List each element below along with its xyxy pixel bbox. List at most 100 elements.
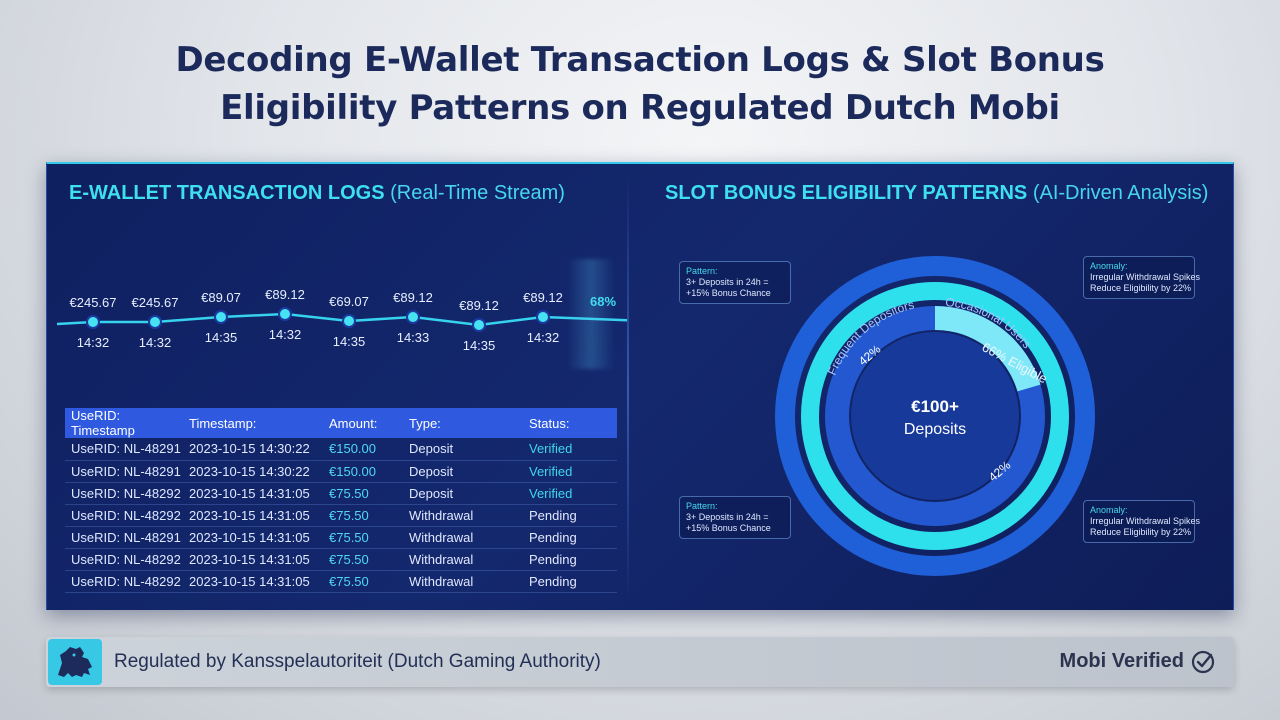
transaction-table: UseRID: Timestamp Timestamp: Amount: Typ… — [65, 408, 617, 593]
stream-value-label: €245.67 — [132, 295, 179, 310]
eligible-segment — [934, 305, 1041, 392]
table-row: UseRID: NL-48291 2023-10-15 14:31:05 €75.5… — [65, 526, 617, 549]
cell-status: Pending — [523, 504, 617, 527]
cell-status: Verified — [523, 482, 617, 505]
panel-divider — [627, 174, 629, 604]
stream-time-label: 14:35 — [205, 330, 238, 345]
cell-timestamp: 2023-10-15 14:30:22 — [183, 460, 323, 483]
callout-title: Pattern: — [686, 266, 718, 276]
column-header-status: Status: — [523, 408, 617, 438]
anomaly-callout-top: Anomaly: Irregular Withdrawal Spikes Red… — [1083, 256, 1201, 299]
lion-crest-icon — [48, 639, 102, 685]
transaction-logs-subtitle: (Real-Time Stream) — [390, 182, 565, 204]
stream-time-label: 14:32 — [139, 335, 172, 350]
stream-time-label: 14:32 — [269, 327, 302, 342]
pattern-callout-top: Pattern: 3+ Deposits in 24h = +15% Bonus… — [679, 261, 791, 304]
middle-ring — [801, 282, 1069, 550]
callout-line: Irregular Withdrawal Spikes — [1090, 272, 1201, 282]
callout-line: 3+ Deposits in 24h = — [686, 512, 769, 522]
stream-point — [342, 314, 356, 328]
cell-type: Deposit — [403, 438, 523, 461]
table-row: UseRID: NL-48291 2023-10-15 14:30:22 €150.… — [65, 438, 617, 461]
cell-amount: €75.50 — [323, 526, 403, 549]
center-value: €100+ — [911, 397, 959, 416]
column-header-amount: Amount: — [323, 408, 403, 438]
stream-value-label: €89.12 — [523, 290, 563, 305]
callout-title: Anomaly: — [1090, 505, 1128, 515]
page-title-line-1: Decoding E-Wallet Transaction Logs & Slo… — [175, 40, 1105, 80]
cell-timestamp: 2023-10-15 14:30:22 — [183, 438, 323, 461]
cell-amount: €75.50 — [323, 504, 403, 527]
cell-status: Pending — [523, 548, 617, 571]
cell-timestamp: 2023-10-15 14:31:05 — [183, 504, 323, 527]
transaction-logs-heading: E-WALLET TRANSACTION LOGS (Real-Time Str… — [69, 182, 565, 205]
cell-amount: €75.50 — [323, 570, 403, 593]
stream-point — [148, 315, 162, 329]
stream-trailing-label: 68% — [590, 294, 616, 309]
stream-point — [406, 310, 420, 324]
cell-type: Deposit — [403, 460, 523, 483]
column-header-timestamp: Timestamp: — [183, 408, 323, 438]
stream-value-label: €245.67 — [70, 295, 117, 310]
eligibility-donut-chart: Frequent Depositors Occasional Users 66%… — [775, 256, 1095, 576]
callout-line: Reduce Eligibility by 22% — [1090, 283, 1192, 293]
check-circle-icon — [1191, 650, 1215, 674]
cell-amount: €75.50 — [323, 548, 403, 571]
stream-fade — [567, 259, 615, 369]
bonus-patterns-subtitle: (AI-Driven Analysis) — [1032, 182, 1209, 204]
cell-timestamp: 2023-10-15 14:31:05 — [183, 482, 323, 505]
stream-point — [472, 318, 486, 332]
cell-timestamp: 2023-10-15 14:31:05 — [183, 548, 323, 571]
cell-type: Withdrawal — [403, 548, 523, 571]
mobi-verified-label: Mobi Verified — [1059, 650, 1184, 672]
regulation-footer: Regulated by Kansspelautoriteit (Dutch G… — [46, 637, 1234, 687]
cell-user-id: UseRID: NL-48292 — [65, 570, 183, 593]
cell-amount: €75.50 — [323, 482, 403, 505]
cell-timestamp: 2023-10-15 14:31:05 — [183, 526, 323, 549]
table-row: UseRID: NL-48292 2023-10-15 14:31:05 €75.5… — [65, 570, 617, 593]
callout-line: +15% Bonus Chance — [686, 288, 771, 298]
column-header-type: Type: — [403, 408, 523, 438]
regulator-text: Regulated by Kansspelautoriteit (Dutch G… — [114, 651, 601, 672]
cell-status: Verified — [523, 460, 617, 483]
stream-time-label: 14:35 — [463, 338, 496, 353]
stream-line — [57, 312, 627, 327]
cell-amount: €150.00 — [323, 438, 403, 461]
stream-point — [278, 307, 292, 321]
stream-value-label: €89.12 — [459, 298, 499, 313]
cell-status: Pending — [523, 570, 617, 593]
cell-user-id: UseRID: NL-48291 — [65, 438, 183, 461]
center-label: Deposits — [904, 421, 966, 438]
stream-point — [86, 315, 100, 329]
table-header-row: UseRID: Timestamp Timestamp: Amount: Typ… — [65, 408, 617, 438]
cell-amount: €150.00 — [323, 460, 403, 483]
stream-value-label: €89.07 — [201, 290, 241, 305]
stream-point — [214, 310, 228, 324]
callout-line: 3+ Deposits in 24h = — [686, 277, 769, 287]
cell-user-id: UseRID: NL-48291 — [65, 526, 183, 549]
callout-title: Anomaly: — [1090, 261, 1128, 271]
cell-user-id: UseRID: NL-48292 — [65, 504, 183, 527]
cell-user-id: UseRID: NL-48292 — [65, 482, 183, 505]
stream-time-label: 14:32 — [527, 330, 560, 345]
cell-type: Deposit — [403, 482, 523, 505]
cell-status: Verified — [523, 438, 617, 461]
cell-type: Withdrawal — [403, 570, 523, 593]
stream-point — [536, 310, 550, 324]
page-title: Decoding E-Wallet Transaction Logs & Slo… — [0, 36, 1280, 132]
stream-time-label: 14:32 — [77, 335, 110, 350]
table-row: UseRID: NL-48292 2023-10-15 14:31:05 €75.5… — [65, 504, 617, 527]
cell-type: Withdrawal — [403, 526, 523, 549]
cell-type: Withdrawal — [403, 504, 523, 527]
cell-status: Pending — [523, 526, 617, 549]
cell-user-id: UseRID: NL-48292 — [65, 548, 183, 571]
page-title-line-2: Eligibility Patterns on Regulated Dutch … — [220, 88, 1060, 128]
dashboard-panel: E-WALLET TRANSACTION LOGS (Real-Time Str… — [46, 162, 1234, 610]
cell-timestamp: 2023-10-15 14:31:05 — [183, 570, 323, 593]
donut-center — [851, 332, 1019, 500]
anomaly-callout-bottom: Anomaly: Irregular Withdrawal Spikes Red… — [1083, 500, 1200, 543]
stream-value-label: €69.07 — [329, 294, 369, 309]
table-row: UseRID: NL-48292 2023-10-15 14:31:05 €75.5… — [65, 548, 617, 571]
cell-user-id: UseRID: NL-48291 — [65, 460, 183, 483]
outer-ring — [775, 256, 1095, 576]
